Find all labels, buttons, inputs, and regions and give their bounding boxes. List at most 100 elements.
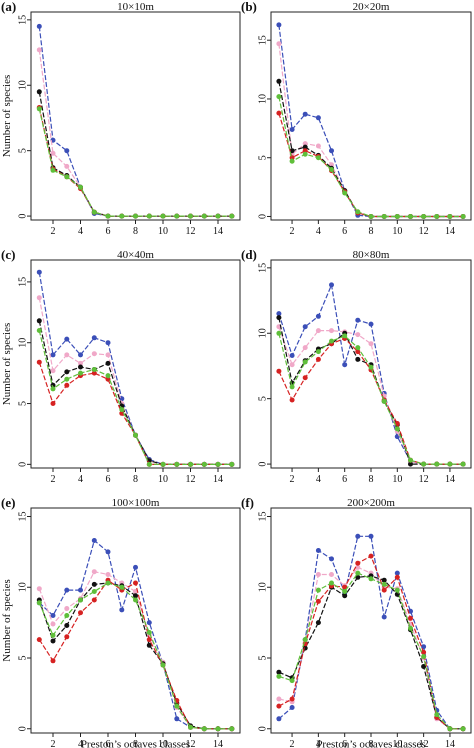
point-green [36, 106, 42, 112]
point-black [408, 461, 413, 467]
point-blue [355, 533, 361, 539]
point-green [289, 678, 295, 684]
point-green [434, 712, 440, 718]
x-tick-label: 8 [133, 226, 138, 237]
point-green [368, 214, 374, 219]
point-green [447, 461, 453, 467]
point-green [229, 726, 235, 732]
y-tick-label: 10 [257, 328, 268, 338]
point-red [133, 580, 138, 586]
point-green [394, 426, 400, 432]
x-tick-label: 6 [106, 474, 111, 485]
panel-label: (f) [241, 495, 254, 510]
point-pink [276, 696, 282, 702]
point-pink [36, 47, 42, 53]
x-tick-label: 6 [106, 739, 111, 748]
x-tick-label: 8 [369, 474, 374, 485]
point-blue [64, 148, 70, 154]
point-pink [50, 368, 56, 374]
point-red [342, 584, 348, 590]
point-pink [91, 351, 97, 357]
point-green [50, 167, 56, 173]
point-red [146, 637, 152, 643]
point-blue [64, 336, 70, 342]
point-blue [276, 22, 282, 28]
point-green [329, 338, 334, 344]
point-red [302, 148, 308, 154]
x-tick-label: 4 [316, 739, 321, 748]
point-pink [355, 332, 361, 338]
x-tick-label: 10 [392, 739, 402, 748]
series-line-blue [38, 26, 232, 217]
y-tick-label: 5 [17, 148, 28, 153]
point-green [64, 613, 70, 618]
point-red [78, 610, 83, 616]
series-line-blue [278, 282, 464, 465]
y-tick-label: 0 [17, 462, 28, 467]
point-red [276, 703, 282, 709]
point-green [133, 432, 138, 438]
point-red [368, 553, 374, 559]
point-blue [289, 127, 295, 132]
panel-3: (c) 40×40m 0 5 10 15 2 4 6 8 10 12 14 Number of speci… [1, 247, 241, 485]
point-green [64, 376, 70, 382]
y-tick-label: 15 [17, 15, 28, 25]
series-line-pink [38, 49, 232, 217]
point-green [381, 581, 387, 587]
point-blue [174, 716, 180, 722]
series-line-black [38, 582, 232, 730]
point-black [355, 574, 361, 580]
point-blue [119, 607, 125, 613]
x-tick-label: 14 [213, 739, 223, 748]
panel-5: (e) 100×100m 0 5 10 15 2 4 6 8 10 12 14 Number of spe… [1, 495, 241, 748]
x-tick-label: 12 [419, 226, 429, 237]
point-blue [368, 321, 374, 327]
point-blue [329, 148, 334, 154]
y-axis-label: Number of species [1, 579, 13, 661]
point-pink [105, 352, 111, 358]
point-green [447, 726, 453, 732]
point-green [174, 461, 180, 467]
series-line-red [278, 337, 464, 465]
point-red [289, 696, 295, 702]
point-black [133, 593, 138, 599]
point-green [36, 600, 42, 606]
point-green [119, 407, 125, 413]
point-green [119, 213, 125, 219]
panel-title: 10×10m [117, 1, 154, 13]
point-blue [146, 620, 152, 626]
point-blue [78, 352, 83, 358]
point-blue [315, 548, 321, 553]
series-line-green [38, 330, 232, 465]
point-red [394, 421, 400, 426]
point-green [368, 364, 374, 370]
point-green [188, 213, 193, 219]
point-blue [289, 353, 295, 358]
point-green [160, 461, 166, 467]
point-green [215, 726, 221, 732]
point-green [276, 94, 282, 100]
point-black [381, 577, 387, 583]
point-green [408, 625, 413, 631]
point-green [36, 328, 42, 333]
point-green [276, 673, 282, 679]
series-line-green [38, 108, 232, 217]
point-red [315, 356, 321, 362]
point-pink [315, 572, 321, 577]
plot-frame [30, 11, 241, 221]
point-blue [329, 282, 334, 288]
point-pink [276, 41, 282, 47]
point-blue [91, 538, 97, 543]
y-axis-label: Number of species [1, 323, 13, 405]
point-green [146, 213, 152, 219]
plot-frame [270, 11, 472, 221]
point-green [329, 167, 334, 172]
point-green [447, 214, 453, 219]
point-pink [289, 362, 295, 368]
point-blue [289, 705, 295, 710]
point-green [215, 213, 221, 219]
point-green [201, 461, 207, 467]
point-green [105, 213, 111, 219]
x-tick-label: 6 [106, 226, 111, 237]
point-blue [368, 533, 374, 539]
